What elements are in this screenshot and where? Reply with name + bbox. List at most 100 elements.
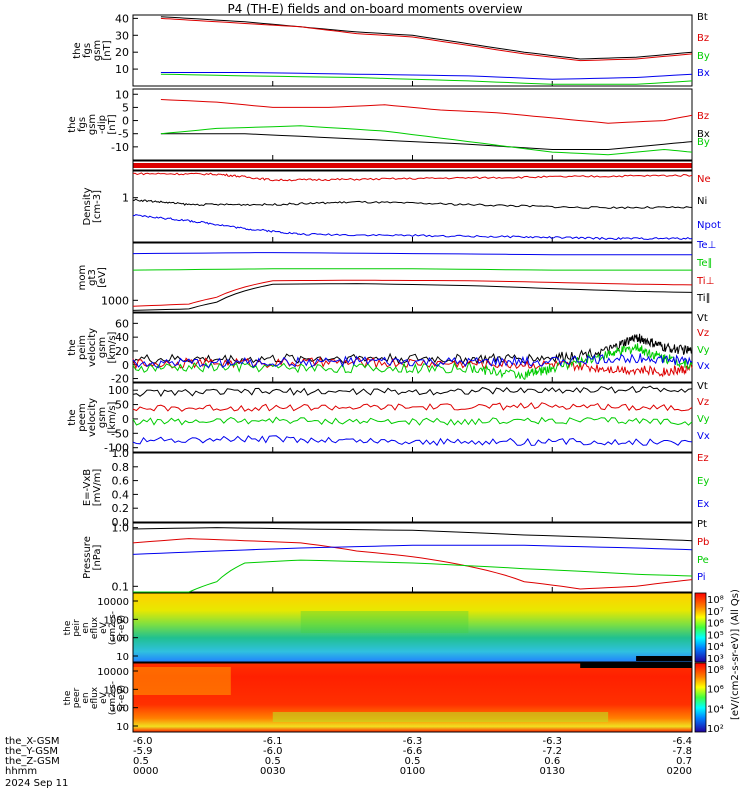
yaxis-label: mom — [77, 265, 88, 291]
ephemeris-value: 0130 — [540, 766, 565, 777]
panel-frame — [132, 170, 693, 243]
ytick-label: 10 — [116, 652, 129, 663]
ytick-label: 0.4 — [112, 488, 130, 501]
spectrogram — [133, 593, 692, 662]
legend-label: Ne — [697, 174, 711, 185]
panel-density — [132, 170, 693, 243]
colorbar-tick: 10² — [707, 724, 724, 735]
legend-label: Npot — [697, 220, 721, 231]
legend-label: By — [697, 137, 710, 148]
ephemeris-value: -7.8 — [672, 746, 692, 757]
ephemeris-value: -7.2 — [542, 746, 562, 757]
ytick-label: 0 — [122, 413, 129, 426]
yaxis-label: peem — [77, 403, 88, 431]
ephemeris-value: -6.0 — [263, 746, 283, 757]
ephemeris-value: -6.0 — [133, 736, 153, 747]
series-vz-line — [132, 402, 693, 412]
series-vy-line — [132, 416, 693, 426]
legend-label: Pi — [697, 572, 706, 583]
yaxis-label: Pressure — [82, 536, 93, 579]
yaxis-label: -dip — [97, 115, 108, 134]
legend-label: Bx — [697, 129, 710, 140]
ephemeris-value: 0200 — [667, 766, 692, 777]
page-title: P4 (TH-E) fields and on-board moments ov… — [227, 2, 523, 16]
ytick-label: -50 — [111, 427, 129, 440]
legend-label: Ti⊥ — [696, 276, 714, 287]
series-te-line — [132, 268, 692, 271]
panel-frame — [132, 160, 693, 171]
ephemeris-value: 0.5 — [265, 756, 281, 767]
ytick-label: 100 — [110, 634, 129, 645]
yaxis-label: gsm — [97, 337, 108, 358]
flag-bar — [133, 163, 692, 168]
series-pi-line — [132, 544, 693, 555]
yaxis-label: eV — [99, 621, 109, 634]
colorbar-tick: 10⁴ — [707, 704, 724, 715]
series-pe-line — [133, 559, 693, 593]
yaxis-label: the — [63, 620, 73, 635]
panel-fgs_gsm_dt — [132, 88, 693, 161]
spectrogram-gap — [636, 656, 692, 661]
yaxis-label: en — [81, 622, 91, 633]
ytick-label: -10 — [111, 141, 129, 154]
ytick-label: 1000 — [104, 615, 129, 626]
yaxis-label: eflux — [90, 616, 100, 639]
colorbar — [694, 662, 707, 733]
ephemeris-value: 0.6 — [544, 756, 560, 767]
series-vy-line — [132, 343, 693, 380]
ytick-label: 10000 — [97, 597, 129, 608]
panel-pressure — [132, 522, 693, 593]
ytick-label: 1000 — [104, 685, 129, 696]
legend-label: Pt — [697, 519, 707, 530]
ytick-label: 40 — [115, 12, 129, 25]
ytick-label: 1 — [122, 192, 129, 205]
yaxis-label: fgs — [82, 43, 93, 58]
ytick-label: 60 — [115, 317, 129, 330]
colorbar-tick: 10⁵ — [707, 630, 724, 641]
legend-label: Vt — [697, 381, 708, 392]
ytick-label: 30 — [115, 29, 129, 42]
series-vx-line — [132, 435, 693, 447]
series-pb-line — [132, 538, 693, 590]
ytick-label: 10000 — [97, 667, 129, 678]
colorbar-tick: 10³ — [707, 654, 724, 665]
legend-label: Vz — [697, 328, 709, 339]
ephemeris-value: 0.7 — [676, 756, 692, 767]
yaxis-label: eV — [99, 691, 109, 704]
panel-frame — [132, 452, 693, 523]
colorbar-tick: 10⁸ — [707, 665, 724, 676]
colorbar-tick: 10⁶ — [707, 619, 724, 630]
yaxis-label: gsm — [92, 40, 103, 61]
ytick-label: 20 — [115, 46, 129, 59]
yaxis-label: peim — [77, 335, 88, 360]
yaxis-label: en — [81, 692, 91, 703]
yaxis-label: Density — [82, 187, 93, 225]
spectrogram-band — [300, 611, 469, 633]
panel-peem_velocity — [132, 382, 693, 453]
ephemeris-value: 0000 — [133, 766, 158, 777]
legend-label: Ey — [697, 476, 709, 487]
yaxis-label: eflux — [90, 686, 100, 709]
ytick-label: 1000 — [101, 294, 129, 307]
legend-label: Vz — [697, 397, 709, 408]
legend-label: Te⊥ — [696, 240, 716, 251]
yaxis-label: sr-eV) — [117, 615, 127, 641]
yaxis-label: the — [67, 409, 78, 425]
ytick-label: 0.8 — [112, 461, 130, 474]
yaxis-label: gt3 — [87, 269, 98, 286]
legend-label: Vt — [697, 313, 708, 324]
yaxis-label: gsm — [97, 407, 108, 428]
panel-peim_velocity — [132, 312, 693, 383]
series-ti-line — [132, 279, 693, 307]
panel-flag_bar — [132, 160, 693, 171]
yaxis-label: [nT] — [102, 40, 113, 60]
series-npot-line — [132, 214, 693, 241]
series-bz-line — [160, 99, 693, 124]
colorbar-label: [eV/(cm2-s-sr-eV)] (All Qs) — [730, 589, 741, 720]
ytick-label: -5 — [118, 128, 129, 141]
series-vt-line — [132, 385, 693, 397]
ytick-label: 0 — [122, 359, 129, 372]
series-ne-line — [132, 172, 693, 182]
spectrogram-band — [272, 712, 609, 722]
